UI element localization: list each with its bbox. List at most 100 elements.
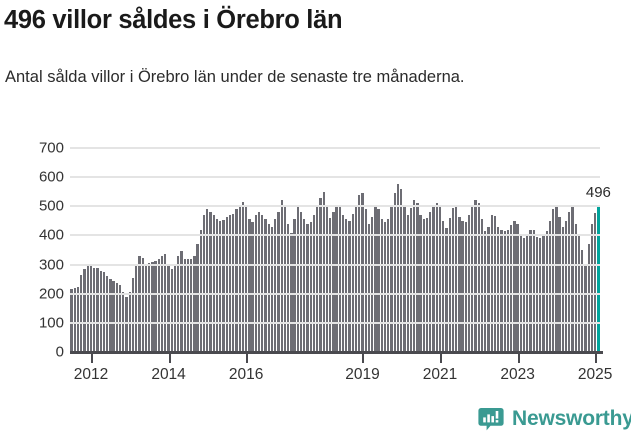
bar[interactable] [471, 206, 474, 352]
bar[interactable] [335, 204, 338, 352]
bar[interactable] [451, 207, 455, 352]
bar[interactable] [290, 232, 293, 352]
bar[interactable] [467, 215, 471, 352]
bar[interactable] [322, 192, 325, 352]
bar[interactable] [70, 289, 73, 352]
bar[interactable] [177, 255, 180, 352]
bar[interactable] [225, 216, 228, 352]
bar[interactable] [490, 215, 493, 352]
bar[interactable] [196, 243, 199, 352]
bar[interactable] [358, 194, 361, 352]
bar[interactable] [319, 197, 322, 352]
bar[interactable] [380, 219, 383, 352]
bar[interactable] [367, 223, 371, 352]
bar[interactable] [277, 212, 280, 352]
bar[interactable] [89, 266, 93, 352]
bar[interactable] [99, 270, 102, 352]
bar[interactable] [157, 258, 161, 352]
bar[interactable] [93, 268, 96, 352]
bar[interactable] [222, 220, 225, 352]
bar[interactable] [480, 219, 484, 352]
bar[interactable] [144, 264, 148, 352]
bar[interactable] [193, 255, 196, 352]
bar[interactable] [202, 215, 206, 352]
bar[interactable] [458, 216, 461, 352]
bar[interactable] [274, 219, 277, 352]
bar[interactable] [73, 288, 76, 352]
bar[interactable] [180, 251, 183, 352]
bar[interactable] [400, 188, 403, 352]
bar[interactable] [131, 277, 135, 352]
bar[interactable] [497, 226, 500, 352]
bar[interactable] [487, 226, 490, 352]
bar[interactable] [293, 219, 296, 352]
bar[interactable] [584, 266, 587, 352]
bar[interactable] [235, 209, 238, 352]
bar[interactable] [551, 209, 555, 352]
bar[interactable] [416, 203, 419, 352]
bar[interactable] [419, 215, 422, 352]
bar[interactable] [86, 264, 89, 352]
bar[interactable] [238, 206, 241, 352]
bar[interactable] [558, 216, 561, 352]
bar[interactable] [299, 212, 303, 352]
bar[interactable] [406, 215, 409, 352]
bar[interactable] [112, 280, 115, 352]
bar[interactable] [154, 261, 157, 352]
bar[interactable] [106, 275, 109, 352]
bar[interactable] [425, 217, 429, 352]
bar[interactable] [296, 206, 299, 352]
bar[interactable] [442, 220, 445, 352]
bar[interactable] [312, 215, 316, 352]
bar[interactable] [306, 223, 309, 352]
bar[interactable] [474, 200, 477, 352]
bar[interactable] [532, 230, 535, 352]
bar[interactable] [303, 219, 306, 352]
bar[interactable] [403, 206, 406, 352]
bar[interactable] [186, 259, 190, 352]
bar[interactable] [248, 219, 251, 352]
bar[interactable] [354, 206, 358, 352]
bar[interactable] [309, 222, 312, 352]
bar[interactable] [83, 268, 86, 352]
bar[interactable] [548, 220, 552, 352]
bar[interactable] [438, 206, 442, 352]
bar[interactable] [396, 183, 400, 352]
bar[interactable] [316, 206, 319, 352]
bar[interactable] [76, 287, 80, 352]
bar[interactable] [461, 220, 464, 352]
bar[interactable] [102, 271, 106, 352]
bar[interactable] [448, 217, 451, 352]
bar[interactable] [590, 223, 594, 352]
bar[interactable] [264, 219, 267, 352]
bar[interactable] [183, 258, 186, 352]
bar[interactable] [555, 204, 558, 352]
bar[interactable] [251, 222, 254, 352]
bar[interactable] [429, 212, 432, 352]
bar[interactable] [244, 206, 248, 352]
bar[interactable] [135, 264, 138, 352]
bar[interactable] [338, 206, 341, 352]
bar[interactable] [257, 212, 261, 352]
bar[interactable] [500, 229, 503, 352]
bar[interactable] [445, 228, 448, 352]
bar[interactable] [164, 254, 167, 352]
bar[interactable] [206, 209, 209, 352]
bar[interactable] [332, 212, 335, 352]
bar[interactable] [215, 219, 219, 352]
bar[interactable] [364, 209, 367, 352]
bar[interactable] [393, 193, 396, 352]
bar[interactable] [516, 223, 519, 352]
bar[interactable] [513, 220, 516, 352]
bar[interactable] [138, 255, 141, 352]
bar[interactable] [464, 222, 468, 352]
bar[interactable] [561, 226, 564, 352]
bar[interactable] [587, 244, 590, 352]
bar[interactable] [286, 223, 290, 352]
bar[interactable] [484, 231, 487, 352]
bar[interactable] [409, 207, 413, 352]
bar[interactable] [148, 263, 151, 352]
bar[interactable] [413, 200, 416, 352]
bar[interactable] [115, 282, 118, 352]
bar[interactable] [432, 206, 435, 352]
